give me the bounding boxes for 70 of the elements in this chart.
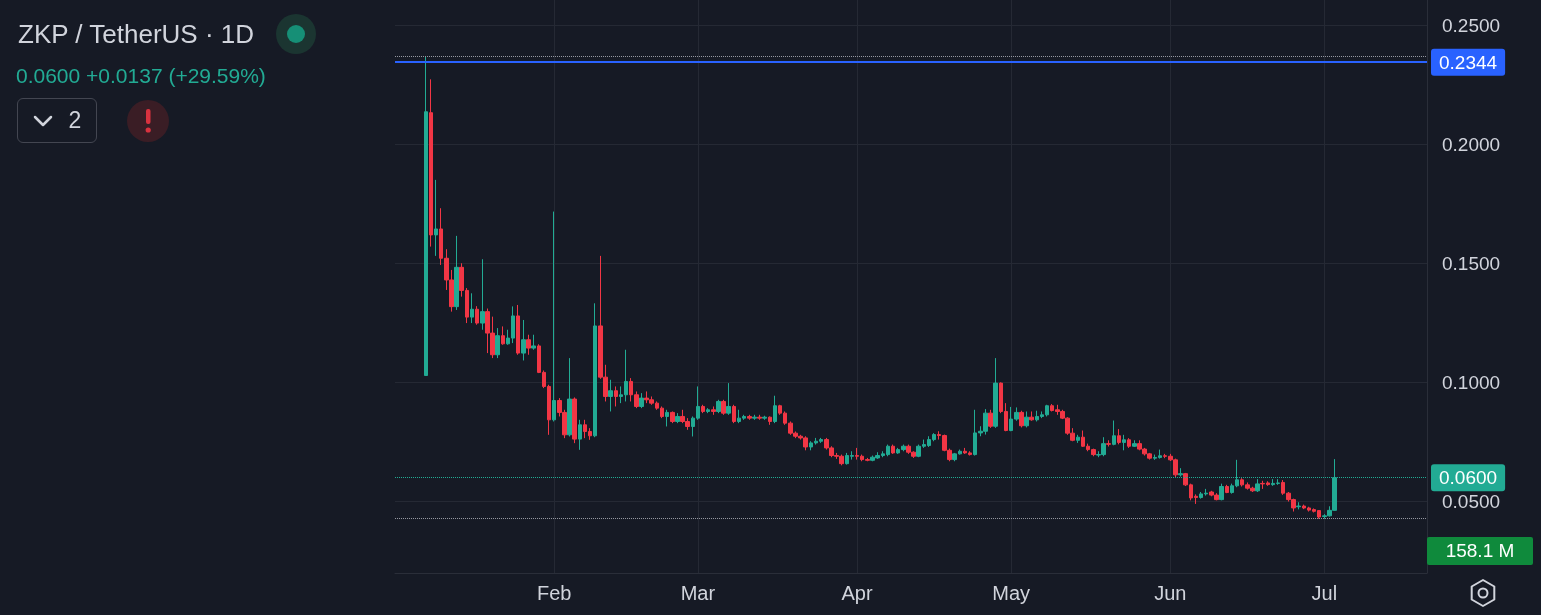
candlestick (773, 395, 777, 424)
candlestick (665, 409, 669, 427)
x-tick-label: Mar (680, 582, 716, 604)
dropdown-button: 2 (17, 98, 97, 143)
y-tick-label: 0.1000 (1442, 371, 1501, 393)
candlestick (1106, 439, 1111, 447)
candlestick (1112, 420, 1116, 446)
candlestick (429, 78, 433, 248)
y-tick-label: 0.2500 (1442, 14, 1501, 36)
candlestick (1117, 428, 1121, 445)
candlestick (762, 415, 767, 421)
x-tick-label: Jul (1311, 582, 1338, 604)
candlestick (716, 399, 721, 414)
ref-line-label: 0.0600 (1439, 467, 1498, 489)
candlestick (732, 404, 736, 424)
candlestick (593, 302, 597, 438)
candlestick (572, 396, 577, 444)
candlestick (711, 405, 716, 416)
candlestick (1019, 410, 1024, 428)
candlestick (424, 56, 428, 376)
volume-tag: 158.1 M (1427, 537, 1533, 565)
candlestick (670, 410, 675, 424)
candlestick (701, 404, 705, 414)
candlestick (1076, 434, 1080, 444)
candlestick (988, 409, 993, 429)
candlestick (1122, 434, 1126, 451)
candlestick (1029, 410, 1034, 422)
candlestick (1219, 483, 1224, 501)
candlestick (495, 327, 500, 359)
x-tick-label: Apr (841, 582, 873, 604)
text: 0.0600 +0.0137 (+29.59%) (16, 64, 266, 88)
candlestick (1024, 410, 1029, 428)
candlestick (1296, 501, 1301, 510)
x-tick-label: May (992, 582, 1031, 604)
candlestick (516, 304, 520, 356)
candlestick (747, 414, 752, 421)
candlestick (526, 334, 531, 356)
y-tick-label: 0.1500 (1442, 252, 1501, 274)
candlestick (434, 179, 438, 257)
candlestick (752, 414, 757, 421)
candlestick (614, 385, 618, 407)
candlestick (726, 382, 731, 416)
y-tick-label: 0.0500 (1442, 491, 1501, 513)
candlestick (1127, 437, 1131, 449)
candlestick (521, 319, 526, 361)
candlestick (891, 444, 895, 455)
candlestick (639, 392, 644, 409)
candlestick (475, 305, 479, 326)
candlestick (608, 379, 613, 412)
candlestick (480, 258, 485, 331)
ref-line-label: 0.2344 (1439, 51, 1498, 73)
candlestick (1178, 467, 1183, 478)
x-tick-label: Jun (1154, 582, 1187, 604)
candlestick (706, 407, 710, 414)
candlestick (578, 419, 582, 451)
candlestick (454, 235, 459, 311)
candlestick (1225, 484, 1229, 494)
candlestick (675, 412, 680, 424)
text: ZKP / TetherUS · 1D (18, 18, 255, 51)
candlestick (531, 334, 536, 351)
candlestick (768, 415, 772, 426)
candlestick (1132, 439, 1137, 448)
candlestick (501, 325, 505, 346)
candlestick (993, 357, 998, 429)
candlestick (721, 399, 726, 416)
candlestick (567, 357, 572, 437)
candlestick (757, 414, 762, 421)
y-tick-label: 0.2000 (1442, 133, 1501, 155)
x-tick-label: Feb (536, 582, 572, 604)
candlestick (470, 292, 474, 324)
